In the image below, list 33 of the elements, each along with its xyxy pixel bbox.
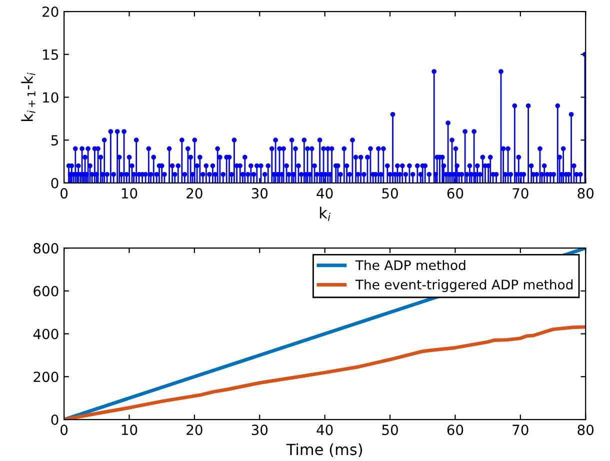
y-tick-label: 200 [34,372,58,382]
x-tick-label: 20 [186,188,202,199]
y-tick-label: 0 [51,414,58,425]
y-tick-label: 20 [42,6,58,17]
x-tick-label: 30 [252,424,268,436]
x-tick-label: 10 [122,424,138,436]
x-tick-label: 70 [512,188,528,199]
x-tick-label: 10 [122,188,138,199]
y-tick-label: 800 [34,243,58,254]
legend-label: The event-triggered ADP method [355,279,573,292]
x-tick-label: 40 [316,188,333,199]
y-tick-label: 0 [51,178,58,188]
x-tick-label: 0 [60,188,68,199]
y-tick-label: 600 [34,286,58,296]
x-tick-label: 50 [382,424,398,436]
x-tick-label: 0 [60,424,68,436]
y-tick-label: 10 [43,92,58,103]
x-axis-title: k$_{i}$ [320,206,330,221]
y-tick-label: 400 [33,328,58,340]
x-tick-label: 50 [382,188,398,199]
y-tick-label: 15 [43,50,58,60]
x-tick-label: 30 [252,188,268,199]
y-tick-label: 5 [51,135,58,146]
x-tick-label: 80 [578,424,594,436]
x-tick-label: 20 [186,424,202,436]
x-tick-label: 80 [578,188,594,199]
y-axis-title: k$_{i+1}$-k$_{i}$ [21,72,36,121]
x-tick-label: 40 [316,424,333,436]
x-axis-title: Time (ms) [286,443,362,457]
x-tick-label: 60 [447,424,464,436]
legend-label: The ADP method [355,260,466,270]
x-tick-label: 70 [512,424,528,436]
x-tick-label: 60 [447,188,464,199]
